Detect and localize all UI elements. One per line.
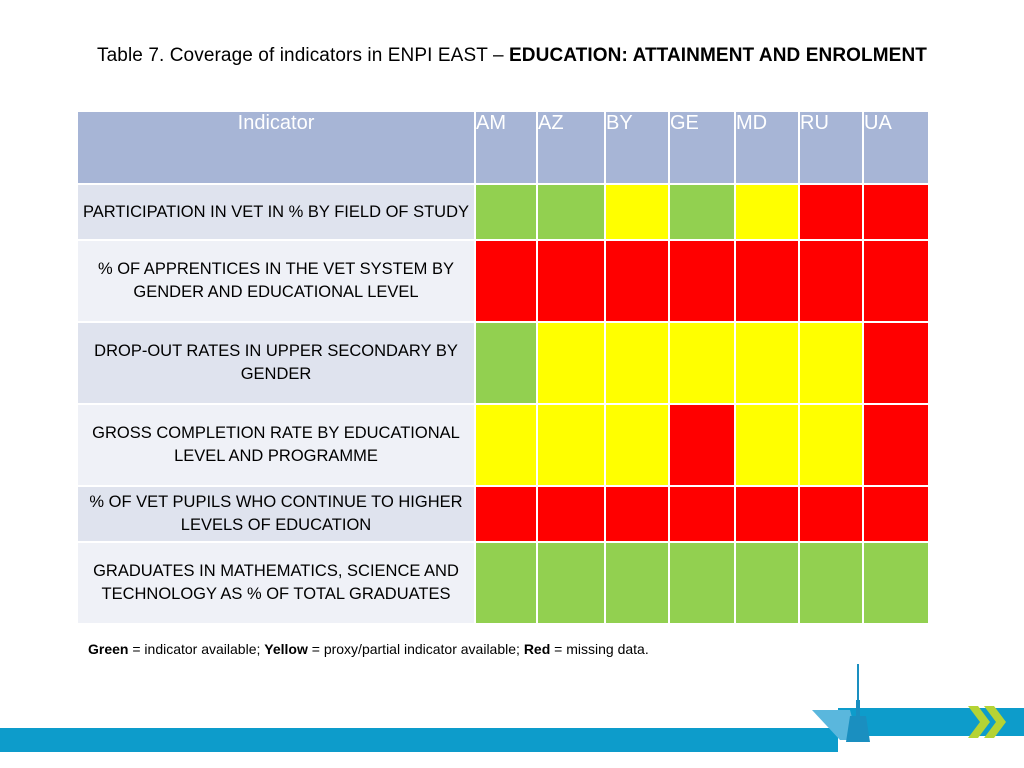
title-bold: EDUCATION: ATTAINMENT AND ENROLMENT	[509, 45, 927, 66]
status-cell-red	[668, 403, 736, 487]
status-cell-yellow	[604, 183, 670, 241]
tower-logo-icon	[812, 664, 1006, 742]
header-indicator: Indicator	[76, 110, 476, 185]
status-cell-green	[862, 541, 930, 625]
status-cell-red	[734, 239, 800, 323]
status-cell-yellow	[734, 403, 800, 487]
legend-green-text: = indicator available;	[128, 641, 265, 657]
status-cell-red	[604, 485, 670, 543]
table-row: GRADUATES IN MATHEMATICS, SCIENCE AND TE…	[76, 541, 930, 625]
table-row: % OF APPRENTICES IN THE VET SYSTEM BY GE…	[76, 239, 930, 323]
coverage-table: Indicator AM AZ BY GE MD RU UA PARTICIPA…	[76, 110, 930, 625]
header-country: GE	[668, 110, 736, 185]
status-cell-yellow	[798, 403, 864, 487]
status-cell-yellow	[604, 403, 670, 487]
table-row: GROSS COMPLETION RATE BY EDUCATIONAL LEV…	[76, 403, 930, 487]
header-country: AM	[474, 110, 538, 185]
indicator-cell: DROP-OUT RATES IN UPPER SECONDARY BY GEN…	[76, 321, 476, 405]
status-cell-red	[862, 321, 930, 405]
header-country: RU	[798, 110, 864, 185]
legend-green-label: Green	[88, 641, 129, 657]
status-cell-yellow	[798, 321, 864, 405]
footer-bar	[0, 728, 838, 752]
indicator-cell: GROSS COMPLETION RATE BY EDUCATIONAL LEV…	[76, 403, 476, 487]
status-cell-green	[474, 321, 538, 405]
status-cell-green	[734, 541, 800, 625]
indicator-cell: % OF APPRENTICES IN THE VET SYSTEM BY GE…	[76, 239, 476, 323]
table-row: % OF VET PUPILS WHO CONTINUE TO HIGHER L…	[76, 485, 930, 543]
status-cell-red	[536, 239, 606, 323]
status-cell-yellow	[474, 403, 538, 487]
status-cell-red	[862, 239, 930, 323]
status-cell-red	[604, 239, 670, 323]
status-cell-red	[734, 485, 800, 543]
status-cell-green	[474, 541, 538, 625]
status-cell-green	[536, 183, 606, 241]
status-cell-green	[536, 541, 606, 625]
status-cell-green	[604, 541, 670, 625]
status-cell-red	[798, 485, 864, 543]
legend-red-text: = missing data.	[550, 641, 649, 657]
header-country: UA	[862, 110, 930, 185]
legend-yellow-label: Yellow	[264, 641, 308, 657]
double-chevron-icon	[968, 706, 1006, 738]
status-cell-red	[668, 485, 736, 543]
indicator-cell: PARTICIPATION IN VET IN % BY FIELD OF ST…	[76, 183, 476, 241]
title-prefix: Table 7. Coverage of indicators in ENPI …	[97, 45, 510, 66]
status-cell-red	[862, 485, 930, 543]
legend: Green = indicator available; Yellow = pr…	[88, 641, 649, 657]
status-cell-red	[474, 239, 538, 323]
status-cell-red	[668, 239, 736, 323]
status-cell-red	[862, 403, 930, 487]
status-cell-red	[798, 183, 864, 241]
header-country: BY	[604, 110, 670, 185]
status-cell-green	[474, 183, 538, 241]
status-cell-yellow	[536, 403, 606, 487]
indicator-cell: % OF VET PUPILS WHO CONTINUE TO HIGHER L…	[76, 485, 476, 543]
table-row: PARTICIPATION IN VET IN % BY FIELD OF ST…	[76, 183, 930, 241]
header-country: AZ	[536, 110, 606, 185]
indicator-cell: GRADUATES IN MATHEMATICS, SCIENCE AND TE…	[76, 541, 476, 625]
status-cell-red	[798, 239, 864, 323]
header-country: MD	[734, 110, 800, 185]
status-cell-red	[474, 485, 538, 543]
status-cell-green	[668, 183, 736, 241]
status-cell-yellow	[668, 321, 736, 405]
page-title: Table 7. Coverage of indicators in ENPI …	[0, 45, 1024, 67]
status-cell-red	[536, 485, 606, 543]
status-cell-green	[798, 541, 864, 625]
status-cell-yellow	[734, 183, 800, 241]
legend-red-label: Red	[523, 641, 551, 657]
status-cell-red	[862, 183, 930, 241]
legend-yellow-text: = proxy/partial indicator available;	[307, 641, 524, 657]
status-cell-yellow	[734, 321, 800, 405]
status-cell-yellow	[604, 321, 670, 405]
status-cell-green	[668, 541, 736, 625]
table-row: DROP-OUT RATES IN UPPER SECONDARY BY GEN…	[76, 321, 930, 405]
status-cell-yellow	[536, 321, 606, 405]
table-header-row: Indicator AM AZ BY GE MD RU UA	[76, 110, 930, 185]
